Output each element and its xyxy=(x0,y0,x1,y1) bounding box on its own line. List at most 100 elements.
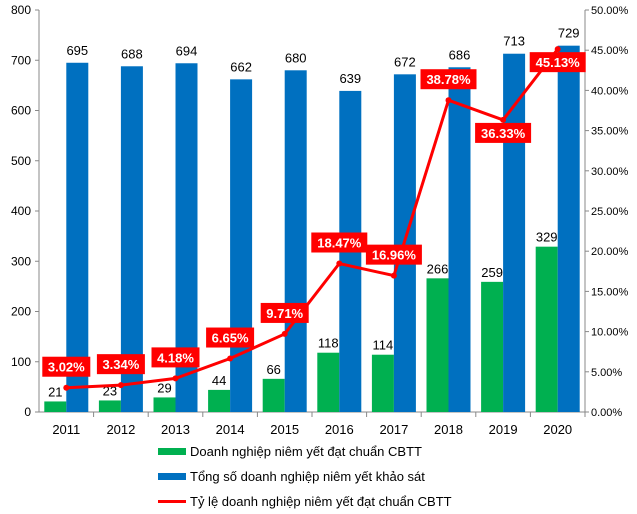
x-tick-label: 2013 xyxy=(161,422,190,437)
bar-label-blue: 713 xyxy=(503,34,525,49)
y-tick-label: 100 xyxy=(11,355,31,369)
bar-blue xyxy=(557,45,580,413)
bar-label-green: 44 xyxy=(212,373,226,388)
bar-green xyxy=(317,352,340,412)
bar-label-green: 114 xyxy=(373,338,394,353)
legend-label: Tỷ lệ doanh nghiệp niêm yết đạt chuẩn CB… xyxy=(190,494,452,509)
bar-green xyxy=(371,354,394,412)
bar-label-blue: 662 xyxy=(230,59,252,74)
y2-tick-label: 0.00% xyxy=(591,407,622,419)
line-point xyxy=(227,355,234,362)
x-tick-label: 2011 xyxy=(52,422,80,437)
line-series xyxy=(66,48,559,390)
bar-green xyxy=(535,246,558,412)
y-tick-label: 800 xyxy=(11,3,31,17)
line-label: 3.34% xyxy=(102,357,139,372)
y2-tick-label: 15.00% xyxy=(591,286,629,298)
x-tick-label: 2016 xyxy=(325,422,354,437)
line-point xyxy=(390,272,397,279)
bar-green xyxy=(153,397,176,412)
line-label: 3.02% xyxy=(48,360,85,375)
bar-label-blue: 686 xyxy=(449,47,471,62)
bar-label-blue: 672 xyxy=(394,54,416,69)
x-tick-label: 2012 xyxy=(106,422,135,437)
legend-label: Doanh nghiệp niêm yết đạt chuẩn CBTT xyxy=(190,444,422,459)
line-point xyxy=(554,46,561,53)
x-tick-label: 2014 xyxy=(216,422,245,437)
y2-tick-label: 25.00% xyxy=(591,206,629,218)
y2-tick-label: 30.00% xyxy=(591,166,629,178)
line-label-box xyxy=(475,122,532,143)
bar-blue xyxy=(503,53,526,412)
bar-label-green: 118 xyxy=(318,336,339,351)
legend-item-red: Tỷ lệ doanh nghiệp niêm yết đạt chuẩn CB… xyxy=(158,494,452,509)
line-label-box xyxy=(151,347,200,368)
y2-tick-label: 35.00% xyxy=(591,126,629,138)
x-tick-label: 2018 xyxy=(434,422,463,437)
legend-swatch-green xyxy=(158,448,186,455)
y2-tick-label: 20.00% xyxy=(591,246,629,258)
line-label-box xyxy=(529,52,586,73)
y2-tick-label: 5.00% xyxy=(591,367,622,379)
bar-green xyxy=(426,278,449,412)
y-tick-label: 700 xyxy=(11,53,31,67)
y2-tick-label: 50.00% xyxy=(591,5,629,17)
y2-tick-label: 45.00% xyxy=(591,45,629,57)
bar-label-blue: 639 xyxy=(339,71,361,86)
line-point xyxy=(281,330,288,337)
line-label: 36.33% xyxy=(481,126,526,141)
line-point xyxy=(172,375,179,382)
line-label: 18.47% xyxy=(317,236,362,251)
line-label: 45.13% xyxy=(536,55,581,70)
bar-blue xyxy=(66,62,89,412)
line-label: 9.71% xyxy=(266,306,303,321)
x-tick-label: 2017 xyxy=(379,422,408,437)
bar-label-green: 266 xyxy=(427,261,449,276)
bar-label-blue: 694 xyxy=(176,43,198,58)
y2-tick-label: 40.00% xyxy=(591,85,629,97)
x-tick-label: 2015 xyxy=(270,422,299,437)
bar-label-blue: 695 xyxy=(66,43,88,58)
x-tick-label: 2020 xyxy=(543,422,572,437)
legend-label: Tổng số doanh nghiệp niêm yết khảo sát xyxy=(190,469,425,484)
y-tick-label: 300 xyxy=(11,254,31,268)
line-point xyxy=(63,384,70,391)
bar-blue xyxy=(120,66,143,412)
line-label: 6.65% xyxy=(212,331,249,346)
bar-blue xyxy=(448,67,471,412)
line-label: 16.96% xyxy=(372,248,417,263)
bar-green xyxy=(44,401,67,412)
line-label-box xyxy=(96,354,145,375)
legend-item-green: Doanh nghiệp niêm yết đạt chuẩn CBTT xyxy=(158,444,422,459)
line-label-box xyxy=(42,356,91,377)
legend-item-blue: Tổng số doanh nghiệp niêm yết khảo sát xyxy=(158,469,425,484)
y-tick-label: 200 xyxy=(11,305,31,319)
line-label: 38.78% xyxy=(426,72,471,87)
bar-blue xyxy=(230,79,253,412)
line-point xyxy=(445,97,452,104)
line-label: 4.18% xyxy=(157,350,194,365)
line-label-box xyxy=(311,232,368,253)
bar-label-green: 21 xyxy=(48,384,62,399)
bar-blue xyxy=(175,63,198,412)
y-tick-label: 400 xyxy=(11,204,31,218)
bar-label-blue: 729 xyxy=(558,26,580,41)
y-tick-label: 600 xyxy=(11,104,31,118)
bar-label-green: 29 xyxy=(157,380,171,395)
bar-green xyxy=(481,281,504,412)
line-point xyxy=(500,116,507,123)
line-point xyxy=(117,382,124,389)
bar-label-blue: 680 xyxy=(285,50,307,65)
bar-blue xyxy=(284,70,307,413)
bar-green xyxy=(208,389,231,412)
y2-tick-label: 10.00% xyxy=(591,327,629,339)
line-label-box xyxy=(206,327,255,348)
legend-swatch-red xyxy=(158,500,186,503)
bar-green xyxy=(262,378,285,412)
bar-label-green: 259 xyxy=(481,265,503,280)
bar-label-green: 329 xyxy=(536,230,558,245)
y-tick-label: 0 xyxy=(24,405,31,419)
line-label-box xyxy=(420,69,477,90)
line-label-box xyxy=(260,302,309,323)
